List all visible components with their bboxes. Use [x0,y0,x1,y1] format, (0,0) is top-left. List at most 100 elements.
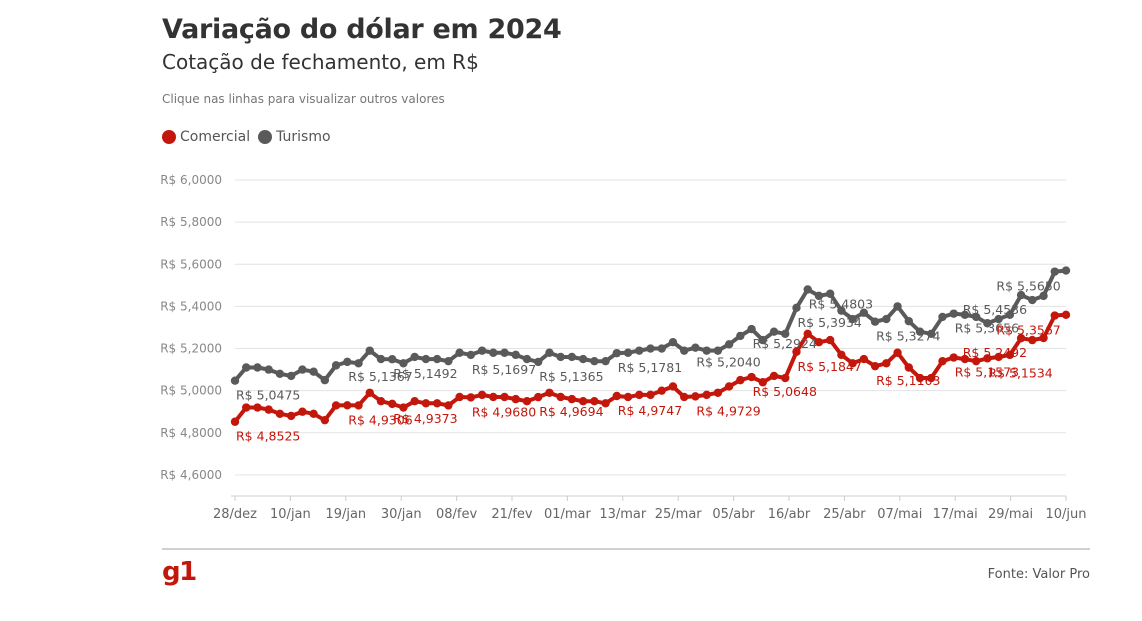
data-point-turismo [432,354,442,364]
data-label-turismo: R$ 5,1697 [472,362,536,377]
data-point-comercial [264,405,273,414]
data-label-comercial: R$ 4,8525 [236,429,300,444]
y-tick-label: R$ 6,0000 [160,173,222,187]
data-point-turismo [623,348,633,357]
data-point-turismo [264,365,273,374]
data-point-comercial [870,361,880,371]
source-note: Fonte: Valor Pro [987,567,1090,582]
data-point-turismo [376,354,386,364]
data-label-turismo: R$ 5,1781 [618,360,682,375]
data-point-comercial [1028,335,1037,345]
data-point-comercial [724,382,734,391]
data-point-comercial [646,390,655,400]
data-point-comercial [736,375,745,385]
data-point-comercial [354,401,363,410]
data-point-comercial [343,401,352,410]
x-tick-label: 28/dez [213,507,257,522]
data-point-turismo [848,314,857,324]
data-point-turismo [612,348,622,358]
data-point-comercial [769,371,779,381]
data-point-comercial [601,399,610,408]
data-label-turismo: R$ 5,1365 [539,369,603,384]
x-tick-label: 21/fev [491,507,532,522]
data-point-comercial [590,397,599,406]
data-point-turismo [343,357,352,367]
data-point-comercial [859,354,869,364]
data-point-turismo [331,361,341,370]
data-point-turismo [511,350,520,360]
data-label-comercial: R$ 4,9306 [348,412,412,427]
data-point-comercial [545,388,554,397]
legend-dot-comercial [162,130,176,144]
data-point-turismo [455,348,464,357]
x-tick-label: 29/mai [988,507,1033,522]
chart-subtitle: Cotação de fechamento, em R$ [162,50,479,74]
x-tick-label: 25/abr [823,507,866,522]
data-point-turismo [792,303,801,312]
data-point-comercial [882,359,891,368]
chart-title: Variação do dólar em 2024 [162,14,562,45]
data-point-comercial [960,354,970,364]
data-point-turismo [668,338,678,347]
data-point-comercial [713,388,723,397]
data-point-comercial [635,390,644,400]
x-tick-label: 25/mar [655,507,703,522]
data-label-comercial: R$ 4,9373 [393,411,457,426]
data-point-turismo [803,285,812,294]
data-point-turismo [556,352,565,362]
data-point-turismo [444,356,453,366]
legend-dot-turismo [258,130,273,144]
data-point-turismo [724,340,734,349]
data-point-turismo [1039,291,1048,301]
data-point-turismo [1028,295,1037,305]
data-point-turismo [1061,266,1071,275]
data-point-comercial [668,382,678,391]
data-point-turismo [702,346,711,355]
data-point-turismo [646,344,655,353]
legend-item-turismo[interactable]: Turismo [258,129,331,145]
g1-logo: g1 [162,557,197,587]
data-label-comercial: R$ 5,0648 [753,384,817,399]
y-tick-label: R$ 4,6000 [160,468,222,482]
data-point-turismo [781,329,790,338]
data-point-turismo [758,335,767,345]
data-point-comercial [949,353,958,362]
data-point-turismo [567,352,577,362]
data-point-comercial [522,397,532,406]
data-point-turismo [870,317,880,326]
line-chart[interactable]: R$ 4,6000 R$ 4,8000 R$ 5,0000 R$ 5,2000 R$ 5… [0,0,1142,540]
data-label-comercial: R$ 5,1534 [988,365,1052,380]
data-point-turismo [1050,267,1059,276]
data-point-turismo [713,346,723,355]
data-point-turismo [320,375,330,385]
legend-item-comercial[interactable]: Comercial [162,129,250,145]
data-point-comercial [556,392,565,402]
data-point-comercial [1016,333,1026,343]
y-tick-label: R$ 5,2000 [160,342,222,356]
data-point-comercial [915,373,925,383]
data-point-turismo [814,291,824,301]
data-point-turismo [477,346,487,355]
data-point-turismo [927,329,936,338]
data-point-comercial [691,392,700,401]
data-point-comercial [927,373,936,383]
data-point-turismo [286,371,296,381]
data-label-comercial: R$ 4,9729 [696,403,760,418]
data-point-turismo [769,327,779,336]
data-point-turismo [825,289,835,298]
data-point-comercial [578,397,588,406]
data-point-turismo [736,331,745,341]
data-point-comercial [309,409,318,419]
data-point-comercial [1039,333,1048,343]
data-label-comercial: R$ 4,9680 [472,404,536,419]
data-label-turismo: R$ 5,3934 [797,315,861,330]
data-label-comercial: R$ 5,1847 [797,359,861,374]
data-point-turismo [657,344,666,353]
footer-divider [162,548,1090,550]
data-point-turismo [354,359,363,368]
data-point-turismo [578,354,588,364]
data-point-turismo [938,312,947,322]
x-tick-label: 17/mai [933,507,978,522]
x-tick-label: 08/fev [436,507,477,522]
y-tick-label: R$ 5,0000 [160,384,222,398]
